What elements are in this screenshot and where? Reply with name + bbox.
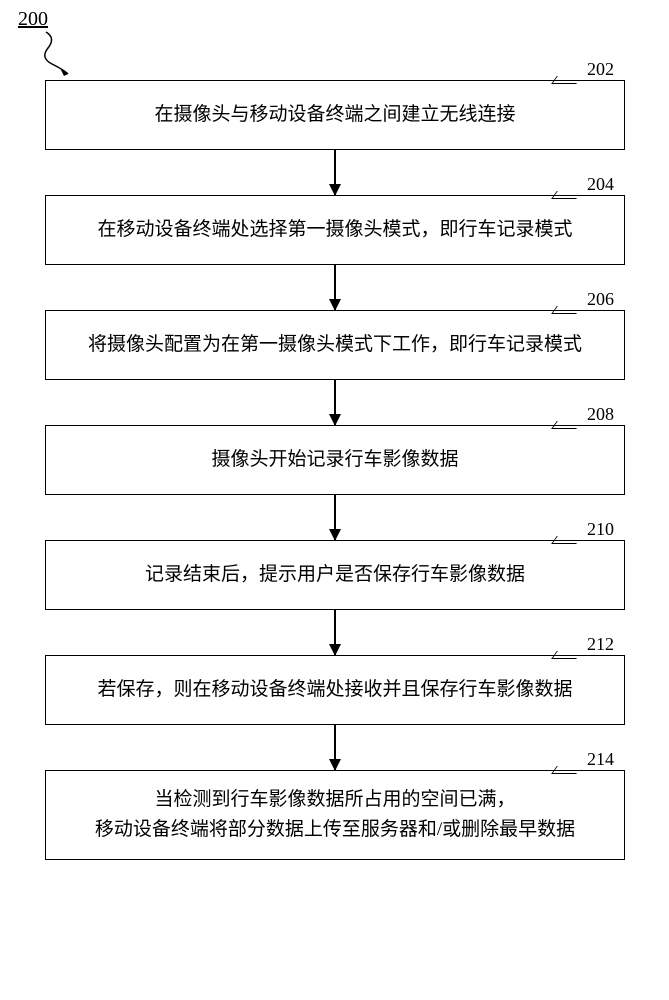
step-lead-line — [551, 421, 582, 429]
flow-arrow — [334, 495, 336, 540]
step-lead-line — [551, 651, 582, 659]
flow-step-208: 208摄像头开始记录行车影像数据 — [45, 425, 625, 495]
flow-step-210: 210记录结束后，提示用户是否保存行车影像数据 — [45, 540, 625, 610]
flow-arrow — [334, 380, 336, 425]
flow-arrow — [334, 725, 336, 770]
step-label: 202 — [587, 59, 614, 80]
step-label: 206 — [587, 289, 614, 310]
step-label: 210 — [587, 519, 614, 540]
step-lead-line — [551, 536, 582, 544]
figure-arrow-squiggle — [38, 28, 83, 78]
flow-step-206: 206将摄像头配置为在第一摄像头模式下工作，即行车记录模式 — [45, 310, 625, 380]
step-label: 208 — [587, 404, 614, 425]
step-label: 212 — [587, 634, 614, 655]
step-lead-line — [551, 306, 582, 314]
figure-number-text: 200 — [18, 8, 48, 30]
step-text: 将摄像头配置为在第一摄像头模式下工作，即行车记录模式 — [88, 330, 582, 360]
step-text: 若保存，则在移动设备终端处接收并且保存行车影像数据 — [97, 675, 572, 705]
step-lead-line — [551, 76, 582, 84]
flow-step-202: 202在摄像头与移动设备终端之间建立无线连接 — [45, 80, 625, 150]
flow-arrow — [334, 265, 336, 310]
step-text: 记录结束后，提示用户是否保存行车影像数据 — [145, 560, 525, 590]
step-text: 摄像头开始记录行车影像数据 — [211, 445, 458, 475]
step-lead-line — [551, 191, 582, 199]
step-label: 204 — [587, 174, 614, 195]
flowchart-container: 202在摄像头与移动设备终端之间建立无线连接204在移动设备终端处选择第一摄像头… — [45, 80, 625, 860]
step-lead-line — [551, 766, 582, 774]
flow-step-204: 204在移动设备终端处选择第一摄像头模式，即行车记录模式 — [45, 195, 625, 265]
flow-arrow — [334, 150, 336, 195]
step-text: 在移动设备终端处选择第一摄像头模式，即行车记录模式 — [97, 215, 572, 245]
step-text: 在摄像头与移动设备终端之间建立无线连接 — [154, 100, 515, 130]
flow-arrow — [334, 610, 336, 655]
flow-step-212: 212若保存，则在移动设备终端处接收并且保存行车影像数据 — [45, 655, 625, 725]
step-label: 214 — [587, 749, 614, 770]
flow-step-214: 214当检测到行车影像数据所占用的空间已满，移动设备终端将部分数据上传至服务器和… — [45, 770, 625, 860]
step-text: 当检测到行车影像数据所占用的空间已满，移动设备终端将部分数据上传至服务器和/或删… — [95, 785, 575, 846]
